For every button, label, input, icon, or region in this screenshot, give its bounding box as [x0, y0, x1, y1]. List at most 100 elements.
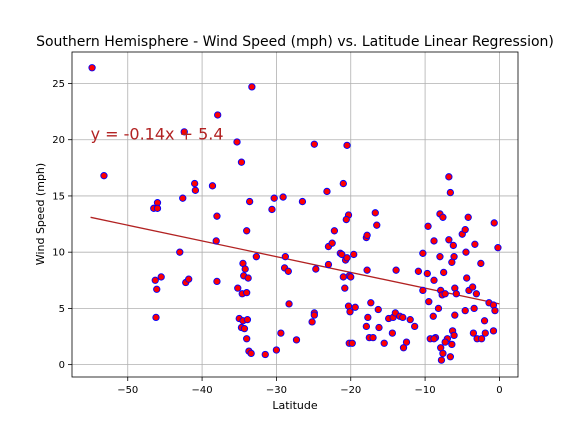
y-axis-ticks: 0 5 10 15 20 25 — [52, 79, 72, 371]
data-point — [469, 283, 477, 291]
data-point — [490, 219, 498, 227]
data-point — [240, 324, 249, 333]
data-point — [88, 64, 96, 72]
data-point — [347, 273, 355, 281]
data-point — [176, 248, 184, 256]
data-point — [371, 209, 379, 217]
data-point — [491, 307, 499, 315]
data-point — [272, 346, 281, 354]
data-point — [179, 194, 187, 202]
x-tick-label: −20 — [340, 385, 361, 396]
data-point — [339, 273, 347, 281]
data-point — [425, 298, 433, 306]
data-point — [449, 241, 457, 250]
chart-title: Southern Hemisphere - Wind Speed (mph) v… — [36, 34, 554, 50]
data-point — [439, 349, 447, 358]
data-point — [243, 289, 251, 297]
data-point — [470, 304, 478, 313]
data-point — [464, 213, 472, 221]
data-point — [252, 253, 260, 261]
y-tick-label: 0 — [59, 360, 65, 371]
data-point — [369, 333, 377, 342]
data-point — [477, 335, 486, 343]
x-tick-label: −50 — [117, 385, 138, 396]
data-point — [374, 305, 382, 314]
data-point — [191, 186, 200, 194]
data-point — [268, 205, 276, 214]
data-point — [471, 240, 479, 248]
data-point — [330, 227, 339, 235]
data-point — [375, 323, 383, 332]
data-point — [243, 335, 251, 343]
data-point — [430, 335, 438, 343]
data-point — [214, 111, 222, 119]
data-point — [380, 339, 388, 347]
grid-lines — [72, 52, 518, 377]
data-point — [190, 179, 199, 188]
data-point — [419, 286, 427, 295]
data-point — [153, 204, 162, 212]
data-point — [100, 172, 108, 180]
data-point — [298, 197, 307, 206]
data-point — [480, 317, 489, 325]
data-point — [339, 179, 347, 188]
data-point — [350, 250, 358, 259]
data-point — [363, 266, 371, 274]
data-point — [363, 231, 371, 239]
data-point — [441, 338, 449, 346]
data-point — [430, 237, 438, 245]
data-point — [343, 254, 351, 262]
x-tick-label: −40 — [192, 385, 213, 396]
data-point — [243, 315, 252, 324]
data-point — [367, 299, 375, 307]
data-point — [270, 194, 278, 202]
data-point — [233, 138, 241, 146]
x-tick-label: −10 — [415, 385, 436, 396]
data-point — [373, 221, 381, 229]
data-point — [243, 227, 251, 235]
data-point — [463, 274, 471, 282]
data-point — [388, 329, 397, 337]
data-point — [445, 173, 453, 181]
data-point — [348, 339, 356, 347]
data-point — [310, 140, 318, 148]
data-point — [440, 268, 448, 277]
data-point — [351, 303, 359, 311]
data-point — [406, 315, 414, 324]
data-point — [494, 244, 502, 252]
data-point — [153, 285, 161, 293]
data-point — [448, 258, 456, 266]
data-point — [477, 259, 485, 268]
data-point — [399, 313, 407, 322]
data-point — [430, 276, 438, 284]
data-point — [481, 329, 489, 337]
data-point — [285, 300, 293, 308]
data-point — [434, 304, 443, 313]
x-tick-label: 0 — [496, 385, 502, 396]
data-point — [247, 349, 255, 358]
data-point — [157, 273, 165, 281]
data-point — [246, 197, 254, 206]
y-axis-label: Wind Speed (mph) — [34, 163, 47, 265]
data-point — [423, 269, 431, 278]
plot-frame — [71, 51, 519, 378]
data-point — [261, 350, 269, 359]
data-point — [277, 329, 285, 337]
data-point — [338, 250, 346, 259]
data-point — [343, 141, 351, 149]
data-point — [341, 284, 349, 292]
data-point — [346, 308, 354, 316]
data-point — [437, 356, 446, 364]
data-point — [445, 236, 453, 244]
data-point — [441, 290, 449, 298]
data-point — [461, 307, 469, 315]
data-point — [281, 253, 289, 261]
x-tick-label: −30 — [266, 385, 287, 396]
data-point — [411, 322, 419, 331]
regression-line — [90, 216, 500, 305]
data-point — [392, 266, 400, 274]
data-point — [234, 284, 242, 292]
x-axis-label: Latitude — [272, 399, 318, 412]
data-point — [180, 128, 188, 136]
